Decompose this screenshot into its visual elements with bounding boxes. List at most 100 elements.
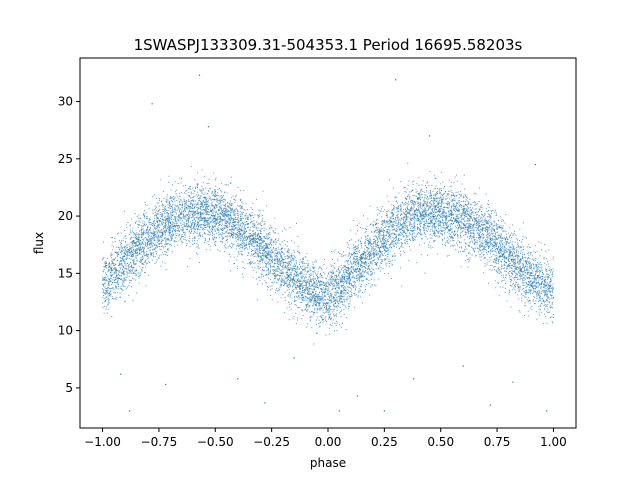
data-point bbox=[108, 288, 110, 290]
data-point bbox=[512, 261, 514, 263]
data-point bbox=[359, 278, 361, 280]
data-point bbox=[424, 201, 426, 203]
data-point bbox=[157, 213, 159, 215]
data-point bbox=[489, 269, 491, 271]
data-point bbox=[377, 240, 379, 242]
data-point bbox=[479, 209, 481, 211]
data-point bbox=[161, 238, 163, 240]
data-point bbox=[290, 302, 292, 304]
data-point bbox=[482, 234, 484, 236]
data-point bbox=[138, 273, 140, 275]
data-point bbox=[398, 240, 400, 242]
data-point bbox=[282, 280, 284, 282]
data-point bbox=[467, 228, 469, 230]
data-point bbox=[449, 190, 451, 192]
data-point bbox=[230, 176, 232, 178]
data-point bbox=[207, 229, 209, 231]
data-point bbox=[108, 278, 110, 280]
data-point bbox=[539, 296, 541, 298]
data-point bbox=[392, 236, 394, 238]
data-point bbox=[111, 275, 113, 277]
data-point bbox=[200, 219, 202, 221]
data-point bbox=[175, 232, 177, 234]
data-point bbox=[363, 257, 365, 259]
data-point bbox=[153, 220, 155, 222]
data-point bbox=[436, 197, 438, 199]
data-point bbox=[452, 222, 454, 224]
data-point bbox=[265, 274, 267, 276]
data-point bbox=[469, 227, 471, 229]
data-point bbox=[119, 266, 121, 268]
data-point bbox=[380, 246, 382, 248]
data-point bbox=[488, 246, 490, 248]
data-point bbox=[190, 193, 192, 195]
data-point bbox=[356, 248, 358, 250]
data-point bbox=[319, 299, 321, 301]
data-point bbox=[105, 265, 107, 267]
data-point bbox=[421, 206, 423, 208]
data-point bbox=[375, 245, 377, 247]
data-point bbox=[354, 268, 356, 270]
data-point bbox=[261, 248, 263, 250]
data-point bbox=[286, 286, 288, 288]
data-point bbox=[279, 258, 281, 260]
data-point bbox=[304, 270, 306, 272]
data-point bbox=[490, 248, 492, 250]
data-point bbox=[464, 229, 466, 231]
data-point bbox=[461, 201, 463, 203]
data-point bbox=[144, 221, 146, 223]
data-point bbox=[463, 197, 465, 199]
data-point bbox=[119, 260, 121, 262]
data-point bbox=[467, 218, 469, 220]
data-point bbox=[444, 232, 446, 234]
data-point bbox=[502, 230, 504, 232]
data-point bbox=[192, 226, 194, 228]
data-point bbox=[348, 252, 350, 254]
data-point bbox=[187, 211, 189, 213]
data-point bbox=[153, 233, 155, 235]
data-point bbox=[538, 279, 540, 281]
data-point bbox=[194, 217, 196, 219]
data-point bbox=[265, 282, 267, 284]
data-point bbox=[538, 293, 540, 295]
data-point bbox=[367, 240, 369, 242]
data-point bbox=[491, 227, 493, 229]
data-point bbox=[354, 278, 356, 280]
data-point bbox=[169, 204, 171, 206]
data-point bbox=[514, 258, 516, 260]
data-point bbox=[383, 242, 385, 244]
data-point bbox=[226, 226, 228, 228]
data-point bbox=[168, 201, 170, 203]
data-point bbox=[392, 240, 394, 242]
data-point bbox=[532, 292, 534, 294]
data-point bbox=[337, 284, 339, 286]
data-point bbox=[473, 238, 475, 240]
data-point bbox=[184, 234, 186, 236]
data-point bbox=[114, 276, 116, 278]
data-point bbox=[346, 300, 348, 302]
data-point bbox=[135, 273, 137, 275]
data-point bbox=[149, 240, 151, 242]
data-point bbox=[373, 255, 375, 257]
data-point bbox=[418, 205, 420, 207]
data-point bbox=[206, 211, 208, 213]
data-point bbox=[451, 223, 453, 225]
data-point bbox=[334, 300, 336, 302]
data-point bbox=[402, 232, 404, 234]
data-point bbox=[515, 266, 517, 268]
data-point bbox=[322, 303, 324, 305]
data-point bbox=[241, 254, 243, 256]
data-point bbox=[399, 228, 401, 230]
data-point bbox=[421, 217, 423, 219]
data-point bbox=[147, 231, 149, 233]
data-point bbox=[388, 227, 390, 229]
data-point bbox=[440, 225, 442, 227]
data-point bbox=[290, 276, 292, 278]
data-point bbox=[432, 202, 434, 204]
data-point bbox=[133, 241, 135, 243]
data-point bbox=[259, 279, 261, 281]
data-point bbox=[335, 270, 337, 272]
data-point bbox=[268, 277, 270, 279]
data-point bbox=[123, 259, 125, 261]
data-point bbox=[212, 212, 214, 214]
